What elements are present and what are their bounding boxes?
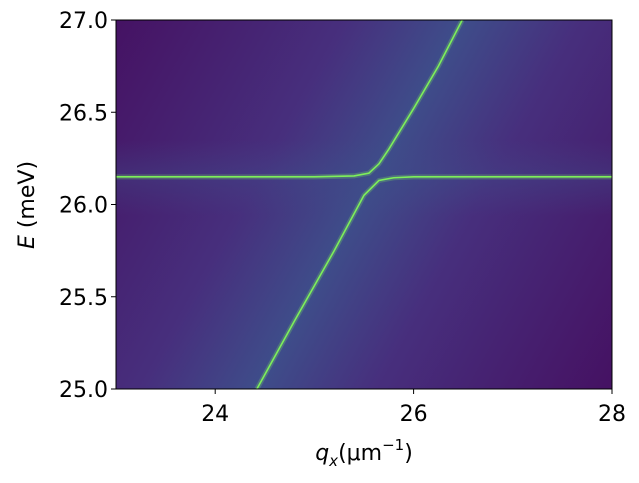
x-label-unit: (μm	[338, 441, 382, 466]
x-tick-label: 24	[201, 402, 229, 427]
y-axis-label: E (meV)	[15, 161, 40, 249]
y-tick-label: 25.0	[59, 378, 108, 403]
y-tick-label: 25.5	[59, 286, 108, 311]
mode-line	[256, 176, 612, 389]
x-tick-label: 26	[400, 402, 428, 427]
mode-line	[116, 20, 463, 178]
x-axis-label: qx(μm−1)	[315, 436, 413, 470]
y-tick-label: 26.5	[59, 101, 108, 126]
y-label-symbol: E	[15, 235, 40, 249]
y-tick-label: 27.0	[59, 9, 108, 34]
x-label-close: )	[404, 441, 413, 466]
heatmap-band	[116, 140, 612, 216]
y-tick-label: 26.0	[59, 194, 108, 219]
plot-area	[116, 20, 612, 389]
x-tick-label: 28	[598, 402, 626, 427]
x-label-superscript: −1	[382, 436, 404, 454]
x-label-symbol: q	[315, 441, 329, 466]
x-label-subscript: x	[328, 452, 338, 470]
y-label-unit: (meV)	[15, 161, 40, 235]
